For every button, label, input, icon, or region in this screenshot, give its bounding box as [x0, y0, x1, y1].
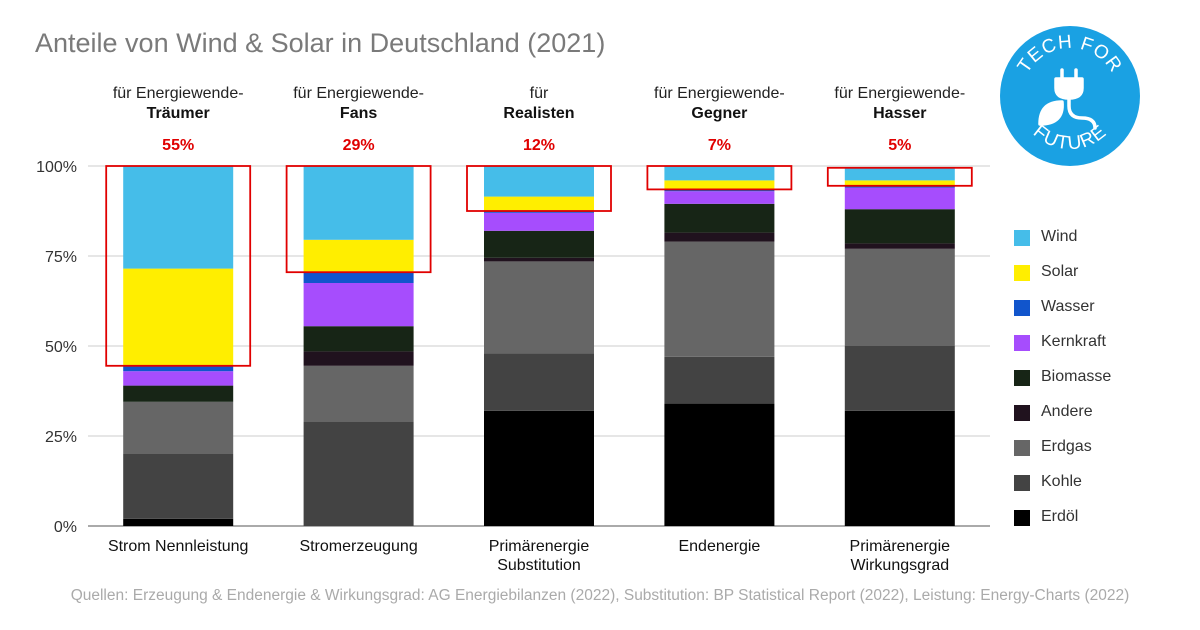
y-tick-label: 0%	[54, 519, 77, 536]
bar-segment	[123, 385, 234, 402]
x-category-label: Primärenergie	[489, 538, 590, 555]
highlight-box	[826, 166, 973, 187]
bar-segment	[303, 283, 414, 327]
legend-swatch	[1014, 300, 1030, 316]
share-label: 12%	[523, 137, 555, 154]
bar-segment	[844, 243, 955, 249]
legend-label: Wind	[1041, 228, 1078, 245]
bar-segment	[303, 351, 414, 366]
tech-for-future-logo: TECH FOR FUTURE	[1000, 26, 1140, 166]
y-tick-label: 50%	[45, 339, 77, 356]
bar-segment	[664, 403, 775, 526]
group-label-bold: Realisten	[503, 105, 574, 122]
bar-segment	[303, 421, 414, 526]
x-category-label-line2: Wirkungsgrad	[850, 557, 949, 574]
bar-segment	[303, 365, 414, 422]
bar-segment	[303, 166, 414, 240]
x-category-label: Strom Nennleistung	[108, 538, 249, 555]
bar-segment	[844, 209, 955, 244]
group-label-bold: Hasser	[873, 105, 926, 122]
bar-segment	[664, 203, 775, 233]
bar-segment	[123, 166, 234, 269]
bar-segment	[664, 191, 775, 204]
bar-segment	[844, 180, 955, 186]
bar-segment	[123, 371, 234, 386]
legend-label: Erdöl	[1041, 508, 1079, 525]
bar-segment	[484, 257, 594, 262]
bar-segment	[303, 272, 414, 283]
x-category-label-line2: Substitution	[497, 557, 581, 574]
share-label: 5%	[888, 137, 911, 154]
bar-segment	[123, 454, 234, 519]
bar-segment	[664, 166, 775, 181]
legend-swatch	[1014, 475, 1030, 491]
bar-segment	[303, 239, 414, 273]
legend-swatch	[1014, 370, 1030, 386]
y-tick-label: 75%	[45, 249, 77, 266]
legend-label: Kernkraft	[1041, 333, 1106, 350]
bar-segment	[664, 180, 775, 190]
bar-segment	[484, 230, 594, 258]
plug-leaf-icon	[1038, 68, 1097, 130]
bar-segment	[484, 353, 594, 411]
bar-segment	[484, 196, 594, 211]
x-category-label: Primärenergie	[850, 538, 951, 555]
x-category-label: Stromerzeugung	[299, 538, 417, 555]
legend-swatch	[1014, 405, 1030, 421]
group-label-bold: Gegner	[691, 105, 747, 122]
legend-swatch	[1014, 440, 1030, 456]
bar-segment	[844, 248, 955, 346]
bar-segment	[844, 410, 955, 526]
group-label-bold: Träumer	[147, 105, 210, 122]
source-note: Quellen: Erzeugung & Endenergie & Wirkun…	[70, 587, 1130, 604]
bar-segment	[123, 518, 234, 526]
bar-segment	[484, 261, 594, 354]
bar-segment	[484, 410, 594, 526]
highlight-box	[105, 165, 252, 367]
bar-segment	[844, 346, 955, 411]
bar-segment	[664, 232, 775, 242]
bar-segment	[303, 326, 414, 352]
bar-segment	[484, 166, 594, 197]
bar-segment	[123, 268, 234, 366]
group-label-top: für Energiewende-	[113, 85, 244, 102]
y-tick-label: 25%	[45, 429, 77, 446]
bar-segment	[123, 365, 234, 372]
bar-segment	[664, 241, 775, 357]
highlight-box	[466, 165, 612, 212]
x-category-label: Endenergie	[678, 538, 760, 555]
group-label-top: für Energiewende-	[654, 85, 785, 102]
share-label: 29%	[343, 137, 375, 154]
share-label: 7%	[708, 137, 731, 154]
bar-segment	[664, 356, 775, 404]
legend-swatch	[1014, 335, 1030, 351]
legend-label: Biomasse	[1041, 368, 1112, 385]
share-label: 55%	[162, 137, 194, 154]
y-tick-label: 100%	[36, 159, 77, 176]
legend-label: Andere	[1041, 403, 1093, 420]
group-label-top: für Energiewende-	[834, 85, 965, 102]
bar-segment	[123, 401, 234, 454]
legend-swatch	[1014, 265, 1030, 281]
legend-swatch	[1014, 230, 1030, 246]
legend-label: Kohle	[1041, 473, 1082, 490]
group-label-top: für	[530, 85, 549, 102]
bar-segment	[844, 167, 955, 181]
group-label-top: für Energiewende-	[293, 85, 424, 102]
legend-label: Solar	[1041, 263, 1079, 280]
bar-segment	[484, 212, 594, 231]
legend-label: Wasser	[1041, 298, 1095, 315]
legend-swatch	[1014, 510, 1030, 526]
bar-segment	[844, 185, 955, 188]
highlight-box	[285, 165, 432, 274]
highlight-box	[646, 165, 793, 191]
group-label-bold: Fans	[340, 105, 377, 122]
chart-title: Anteile von Wind & Solar in Deutschland …	[35, 28, 606, 58]
legend-label: Erdgas	[1041, 438, 1092, 455]
bar-segment	[844, 187, 955, 210]
